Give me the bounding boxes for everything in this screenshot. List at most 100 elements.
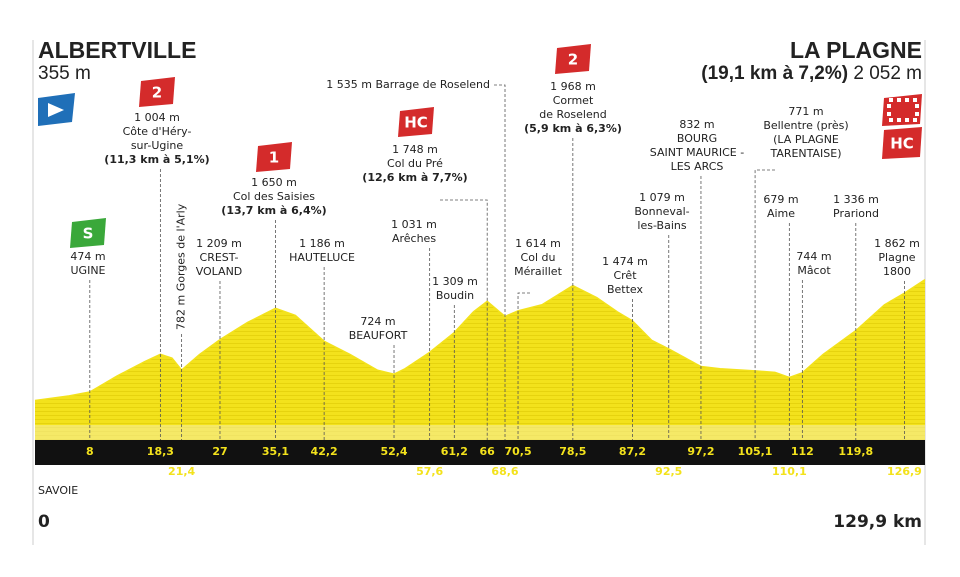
km-label: 126,9 [887,465,922,478]
km-label: 105,1 [738,445,773,458]
km-label: 61,2 [441,445,468,458]
finish-flag [882,94,922,126]
category-label: 2 [568,51,578,69]
waypoint-climb: (12,6 km à 7,7%) [362,171,467,184]
waypoint-line [440,199,488,440]
waypoint-name: 1800 [883,265,911,278]
profile-fill [35,279,925,440]
km-label: 97,2 [687,445,714,458]
waypoint-elevation: 1 650 m [251,176,297,189]
finish-category: HC [890,135,914,153]
waypoint-name: BEAUFORT [349,329,408,342]
km-label: 112 [791,445,814,458]
waypoint-name: Boudin [436,289,474,302]
km-label: 68,6 [491,465,518,478]
waypoint-name: sur-Ugine [131,139,184,152]
waypoint-elevation: 1 614 m [515,237,561,250]
waypoint-name: BOURG [677,132,717,145]
waypoint-elevation: 1 474 m [602,255,648,268]
finish-line: (19,1 km à 7,2%) 2 052 m [701,63,922,84]
km-label: 21,4 [168,465,195,478]
waypoint-name: Arêches [392,232,436,245]
waypoint-climb: (5,9 km à 6,3%) [524,122,622,135]
finish-category-icon [882,127,922,159]
waypoint-elevation: 1 968 m [550,80,596,93]
waypoint-name: VOLAND [196,265,243,278]
waypoint-elevation: 832 m [679,118,714,131]
category-icon [398,107,434,137]
waypoint-elevation: 724 m [360,315,395,328]
category-icon [256,142,292,172]
waypoint-name: (LA PLAGNE [773,133,839,146]
waypoint-elevation: 1 209 m [196,237,242,250]
waypoint-name: SAINT MAURICE - [650,146,744,159]
finish-elevation: 2 052 m [853,63,922,84]
waypoint-name: CREST- [200,251,239,264]
km-label: 27 [212,445,227,458]
waypoint-name: de Roselend [539,108,606,121]
waypoint-name: LES ARCS [671,160,724,173]
waypoint-name: HAUTELUCE [289,251,355,264]
x-tick-label: 0 [38,512,50,532]
category-icon [555,44,591,74]
waypoint-name: TARENTAISE) [769,147,841,160]
waypoint-label: 1 535 m Barrage de Roselend [326,78,490,91]
km-label: 8 [86,445,94,458]
category-label: 2 [152,84,162,102]
waypoint-name: Aime [767,207,795,220]
finish-name: LA PLAGNE [790,37,922,63]
waypoint-name: Col du [521,251,556,264]
waypoint-name: Bellentre (près) [763,119,848,132]
waypoint-climb: (13,7 km à 6,4%) [221,204,326,217]
waypoint-name: Col du Pré [387,157,443,170]
waypoint-name: Bettex [607,283,644,296]
category-label: 1 [269,149,279,167]
waypoint-climb: (11,3 km à 5,1%) [104,153,209,166]
waypoint-name: Cormet [553,94,594,107]
km-band [35,440,925,465]
km-label: 70,5 [504,445,531,458]
waypoint-name: Col des Saisies [233,190,315,203]
waypoint-elevation: 1 336 m [833,193,879,206]
km-label: 110,1 [772,465,807,478]
waypoint-name: Côte d'Héry- [123,125,192,138]
km-label: 52,4 [380,445,407,458]
category-icon [139,77,175,107]
waypoint-elevation: 771 m [788,105,823,118]
waypoint-name: Bonneval- [634,205,689,218]
waypoint-elevation: 1 535 m [326,78,372,91]
region: SAVOIE [38,484,78,497]
km-label: 35,1 [262,445,289,458]
waypoint-line [754,169,775,440]
km-label: 18,3 [147,445,174,458]
waypoint-elevation: 474 m [70,250,105,263]
km-label: 92,5 [655,465,682,478]
waypoint-elevation: 744 m [796,250,831,263]
waypoint-name: les-Bains [637,219,686,232]
category-icon [70,218,106,248]
waypoint-name: Barrage de Roselend [375,78,490,91]
waypoint-elevation: 679 m [763,193,798,206]
km-label: 78,5 [559,445,586,458]
waypoint-elevation: 1 031 m [391,218,437,231]
start-name: ALBERTVILLE [38,37,196,63]
profile-base [35,425,925,440]
profile [34,279,926,402]
finish-climb: (19,1 km à 7,2%) [701,63,848,84]
start-arrow [48,103,64,117]
waypoint-name: Mérail­let [514,265,562,278]
waypoint-name: UGINE [71,264,106,277]
waypoint-line [517,292,530,440]
waypoint-elevation: 1 079 m [639,191,685,204]
waypoint-elevation: 1 748 m [392,143,438,156]
waypoint-name: Plagne [878,251,915,264]
waypoint-name: Gorges de l'Arly [175,203,188,291]
waypoint-elevation: 1 309 m [432,275,478,288]
waypoint-label: 782 m Gorges de l'Arly [175,203,188,330]
start-elevation: 355 m [38,63,91,84]
km-label: 42,2 [311,445,338,458]
waypoint-name: Mâcot [797,264,831,277]
km-label: 66 [480,445,496,458]
waypoint-elevation: 1 004 m [134,111,180,124]
